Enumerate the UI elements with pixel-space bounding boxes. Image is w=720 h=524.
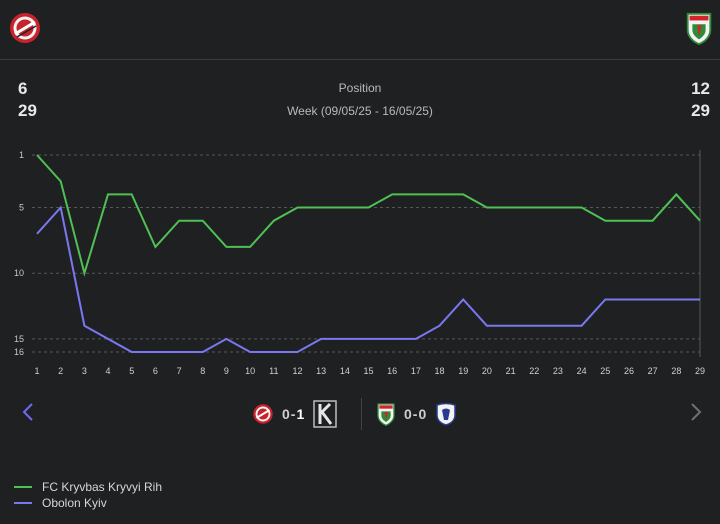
score-away: 0 <box>418 406 428 422</box>
x-tick-label: 6 <box>153 366 158 376</box>
series-line-0 <box>36 154 701 277</box>
right-value-bottom: 29 <box>691 101 710 120</box>
legend-swatch <box>14 486 32 488</box>
x-tick-label: 1 <box>34 366 39 376</box>
x-tick-label: 26 <box>624 366 634 376</box>
match-item[interactable]: 0-1 <box>252 394 338 434</box>
left-value-top: 6 <box>18 79 28 98</box>
x-tick-label: 13 <box>316 366 326 376</box>
chart-legend: FC Kryvbas Kryvyi Rih Obolon Kyiv <box>14 479 162 511</box>
x-tick-label: 18 <box>435 366 445 376</box>
match-item[interactable]: 0-0 <box>376 394 457 434</box>
legend-swatch <box>14 502 32 504</box>
y-tick-label: 15 <box>14 334 24 344</box>
score-sep: - <box>412 406 419 422</box>
score-sep: - <box>290 406 297 422</box>
x-tick-label: 28 <box>671 366 681 376</box>
match-score: 0-1 <box>282 406 305 422</box>
x-tick-label: 4 <box>106 366 111 376</box>
x-tick-label: 29 <box>695 366 705 376</box>
legend-label: Obolon Kyiv <box>42 496 107 510</box>
score-away: 1 <box>296 406 306 422</box>
x-tick-label: 23 <box>553 366 563 376</box>
obolon-crest-icon <box>377 403 395 426</box>
blue-crest-icon <box>436 402 457 426</box>
legend-item: FC Kryvbas Kryvyi Rih <box>14 479 162 495</box>
x-tick-label: 22 <box>529 366 539 376</box>
left-value-bottom: 29 <box>18 101 37 120</box>
series-line-1 <box>36 205 700 353</box>
y-tick-label: 16 <box>14 347 24 357</box>
chevron-right-icon[interactable] <box>686 400 706 424</box>
x-tick-label: 7 <box>177 366 182 376</box>
chart-subtitle: Week (09/05/25 - 16/05/25) <box>287 104 433 118</box>
match-row: 0-1 0-0 <box>0 394 720 434</box>
kryvbas-crest-icon <box>253 404 273 424</box>
x-tick-label: 27 <box>648 366 658 376</box>
x-tick-label: 12 <box>292 366 302 376</box>
x-tick-label: 14 <box>340 366 350 376</box>
x-tick-label: 24 <box>577 366 587 376</box>
x-tick-label: 20 <box>482 366 492 376</box>
x-tick-label: 19 <box>458 366 468 376</box>
x-tick-label: 2 <box>58 366 63 376</box>
y-tick-label: 1 <box>19 150 24 160</box>
x-tick-label: 10 <box>245 366 255 376</box>
x-tick-label: 9 <box>224 366 229 376</box>
obolon-crest-icon[interactable] <box>684 11 714 45</box>
legend-label: FC Kryvbas Kryvyi Rih <box>42 480 163 494</box>
match-divider <box>361 398 362 430</box>
k-crest-icon <box>313 400 338 428</box>
x-tick-label: 11 <box>269 366 278 376</box>
header-bar <box>0 0 720 60</box>
x-tick-label: 15 <box>363 366 373 376</box>
x-tick-label: 21 <box>506 366 516 376</box>
x-tick-label: 16 <box>387 366 397 376</box>
score-home: 0 <box>404 406 413 422</box>
match-score: 0-0 <box>404 406 427 422</box>
x-tick-label: 8 <box>200 366 205 376</box>
x-tick-label: 5 <box>129 366 134 376</box>
score-home: 0 <box>282 406 291 422</box>
x-tick-label: 3 <box>82 366 87 376</box>
kryvbas-crest-icon[interactable] <box>8 11 42 45</box>
x-tick-label: 17 <box>411 366 421 376</box>
left-values: 6 29 <box>18 78 37 122</box>
right-value-top: 12 <box>691 79 710 98</box>
x-tick-label: 25 <box>600 366 610 376</box>
chart-title: Position <box>338 81 382 95</box>
chevron-left-icon[interactable] <box>18 400 38 424</box>
y-tick-label: 5 <box>19 203 24 213</box>
right-values: 12 29 <box>691 78 710 122</box>
legend-item: Obolon Kyiv <box>14 495 162 511</box>
y-tick-label: 10 <box>14 268 24 278</box>
